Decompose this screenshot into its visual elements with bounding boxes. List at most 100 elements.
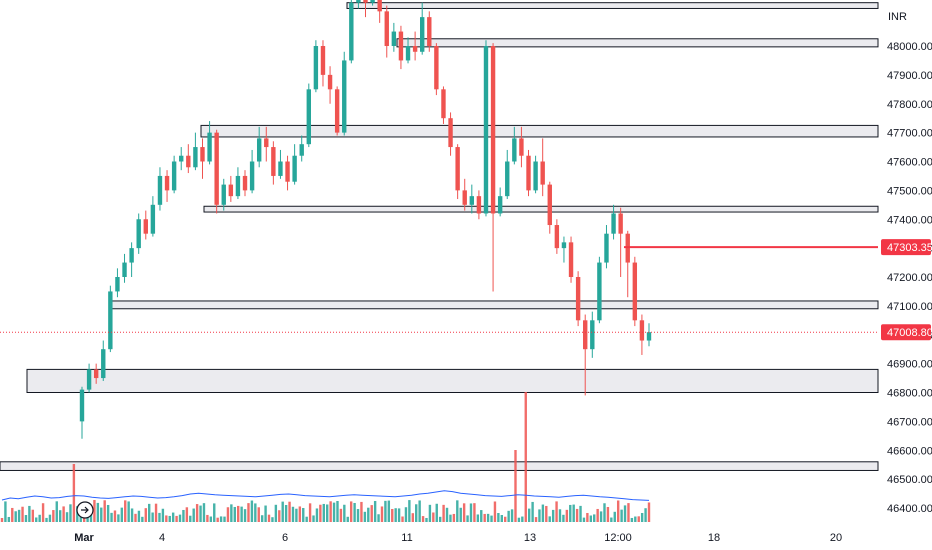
volume-bar — [158, 512, 161, 522]
candle-body — [469, 196, 475, 205]
x-tick-label[interactable]: Mar — [74, 532, 94, 544]
volume-bar — [473, 503, 476, 522]
volume-bar — [401, 516, 404, 522]
volume-bar — [254, 503, 257, 522]
volume-bar — [346, 516, 349, 522]
volume-bar — [312, 515, 315, 522]
zones-layer — [0, 2, 879, 471]
volume-bar — [171, 512, 175, 522]
y-tick-label[interactable]: 47500.00 — [887, 185, 932, 197]
candle-body — [462, 190, 467, 205]
y-tick-label[interactable]: 46500.00 — [887, 474, 932, 486]
candle-body — [299, 144, 304, 156]
y-tick-label[interactable]: 47700.00 — [887, 128, 932, 140]
volume-bar — [613, 511, 616, 522]
x-tick-label[interactable]: 18 — [708, 532, 720, 544]
volume-bar — [298, 506, 302, 522]
volume-bar — [476, 514, 480, 522]
volume-bar — [606, 506, 610, 522]
currency-label[interactable]: INR — [888, 11, 907, 23]
volume-bar — [62, 506, 65, 522]
time-axis[interactable]: Mar 4 6 11 13 12:00 18 20 — [74, 532, 842, 544]
volume-bar — [421, 516, 425, 522]
y-tick-label[interactable]: 46400.00 — [887, 503, 932, 515]
candle-body — [363, 0, 368, 3]
candle-body — [157, 175, 163, 205]
volume-bar — [45, 517, 48, 522]
candle-body — [420, 17, 425, 52]
y-tick-label[interactable]: 46900.00 — [887, 359, 932, 371]
volume-bar — [425, 517, 428, 522]
candle-body — [249, 161, 255, 191]
volume-bar — [637, 516, 640, 522]
price-tag[interactable] — [881, 239, 931, 256]
candle-body — [540, 161, 545, 185]
volume-bar — [483, 513, 486, 522]
support-resistance-zone — [396, 38, 879, 48]
volume-bar — [620, 509, 623, 522]
volume-bar — [178, 514, 182, 522]
candle-body — [533, 161, 538, 191]
candle-body — [93, 369, 99, 379]
volume-bar — [521, 516, 524, 522]
candle-body — [334, 89, 340, 133]
volume-bar — [394, 508, 397, 522]
replay-icon[interactable] — [76, 501, 94, 519]
volume-bar — [558, 509, 562, 522]
volume-bar — [24, 515, 28, 522]
volume-bar — [230, 504, 233, 522]
price-axis[interactable]: 48000.00 47900.00 47800.00 47700.00 47600.00… — [881, 41, 932, 515]
candle-body — [441, 89, 446, 119]
volume-bar — [599, 511, 603, 522]
candle-body — [327, 74, 333, 90]
y-tick-label[interactable]: 47100.00 — [887, 301, 932, 313]
candle-body — [434, 46, 439, 90]
y-tick-label[interactable]: 46800.00 — [887, 388, 932, 400]
x-tick-label[interactable]: 4 — [159, 532, 165, 544]
x-tick-label[interactable]: 13 — [524, 532, 536, 544]
volume-bar — [380, 506, 384, 522]
volume-bar — [603, 503, 606, 522]
x-tick-label[interactable]: 20 — [830, 532, 842, 544]
y-tick-label[interactable]: 47600.00 — [887, 157, 932, 169]
y-tick-label[interactable]: 47900.00 — [887, 70, 932, 82]
x-tick-label[interactable]: 6 — [282, 532, 288, 544]
candle-body — [349, 2, 354, 61]
candle-body — [200, 147, 205, 162]
volume-bar — [524, 392, 527, 522]
y-tick-label[interactable]: 46600.00 — [887, 445, 932, 457]
volume-bar — [456, 500, 459, 522]
candle-body — [384, 11, 389, 47]
volume-bar — [408, 500, 411, 522]
volume-bar — [616, 500, 620, 522]
volume-bar — [58, 510, 62, 522]
volume-bar — [326, 504, 329, 522]
candle-body — [398, 31, 404, 61]
volume-bar — [100, 507, 103, 522]
y-tick-label[interactable]: 47200.00 — [887, 272, 932, 284]
candle-body — [639, 320, 645, 341]
y-tick-label[interactable]: 46700.00 — [887, 416, 932, 428]
candle-body — [526, 155, 531, 191]
candle-body — [412, 46, 418, 52]
candle-body — [150, 204, 156, 234]
volume-bar — [35, 517, 38, 522]
volume-bar — [76, 506, 79, 522]
x-tick-label[interactable]: 12:00 — [604, 532, 632, 544]
candle-body — [313, 46, 319, 90]
y-tick-label[interactable]: 47400.00 — [887, 214, 932, 226]
candle-body — [476, 196, 482, 214]
volume-bar — [610, 517, 613, 522]
x-tick-label[interactable]: 11 — [401, 532, 412, 544]
volume-bar — [130, 508, 134, 522]
volume-bar — [630, 517, 634, 522]
price-tag[interactable] — [881, 324, 931, 341]
candle-body — [519, 138, 524, 156]
candle-body — [193, 147, 198, 168]
candle-body — [221, 184, 226, 205]
volume-bar — [278, 510, 281, 522]
volume-bar — [120, 507, 124, 522]
y-tick-label[interactable]: 47800.00 — [887, 99, 932, 111]
y-tick-label[interactable]: 48000.00 — [887, 41, 932, 53]
